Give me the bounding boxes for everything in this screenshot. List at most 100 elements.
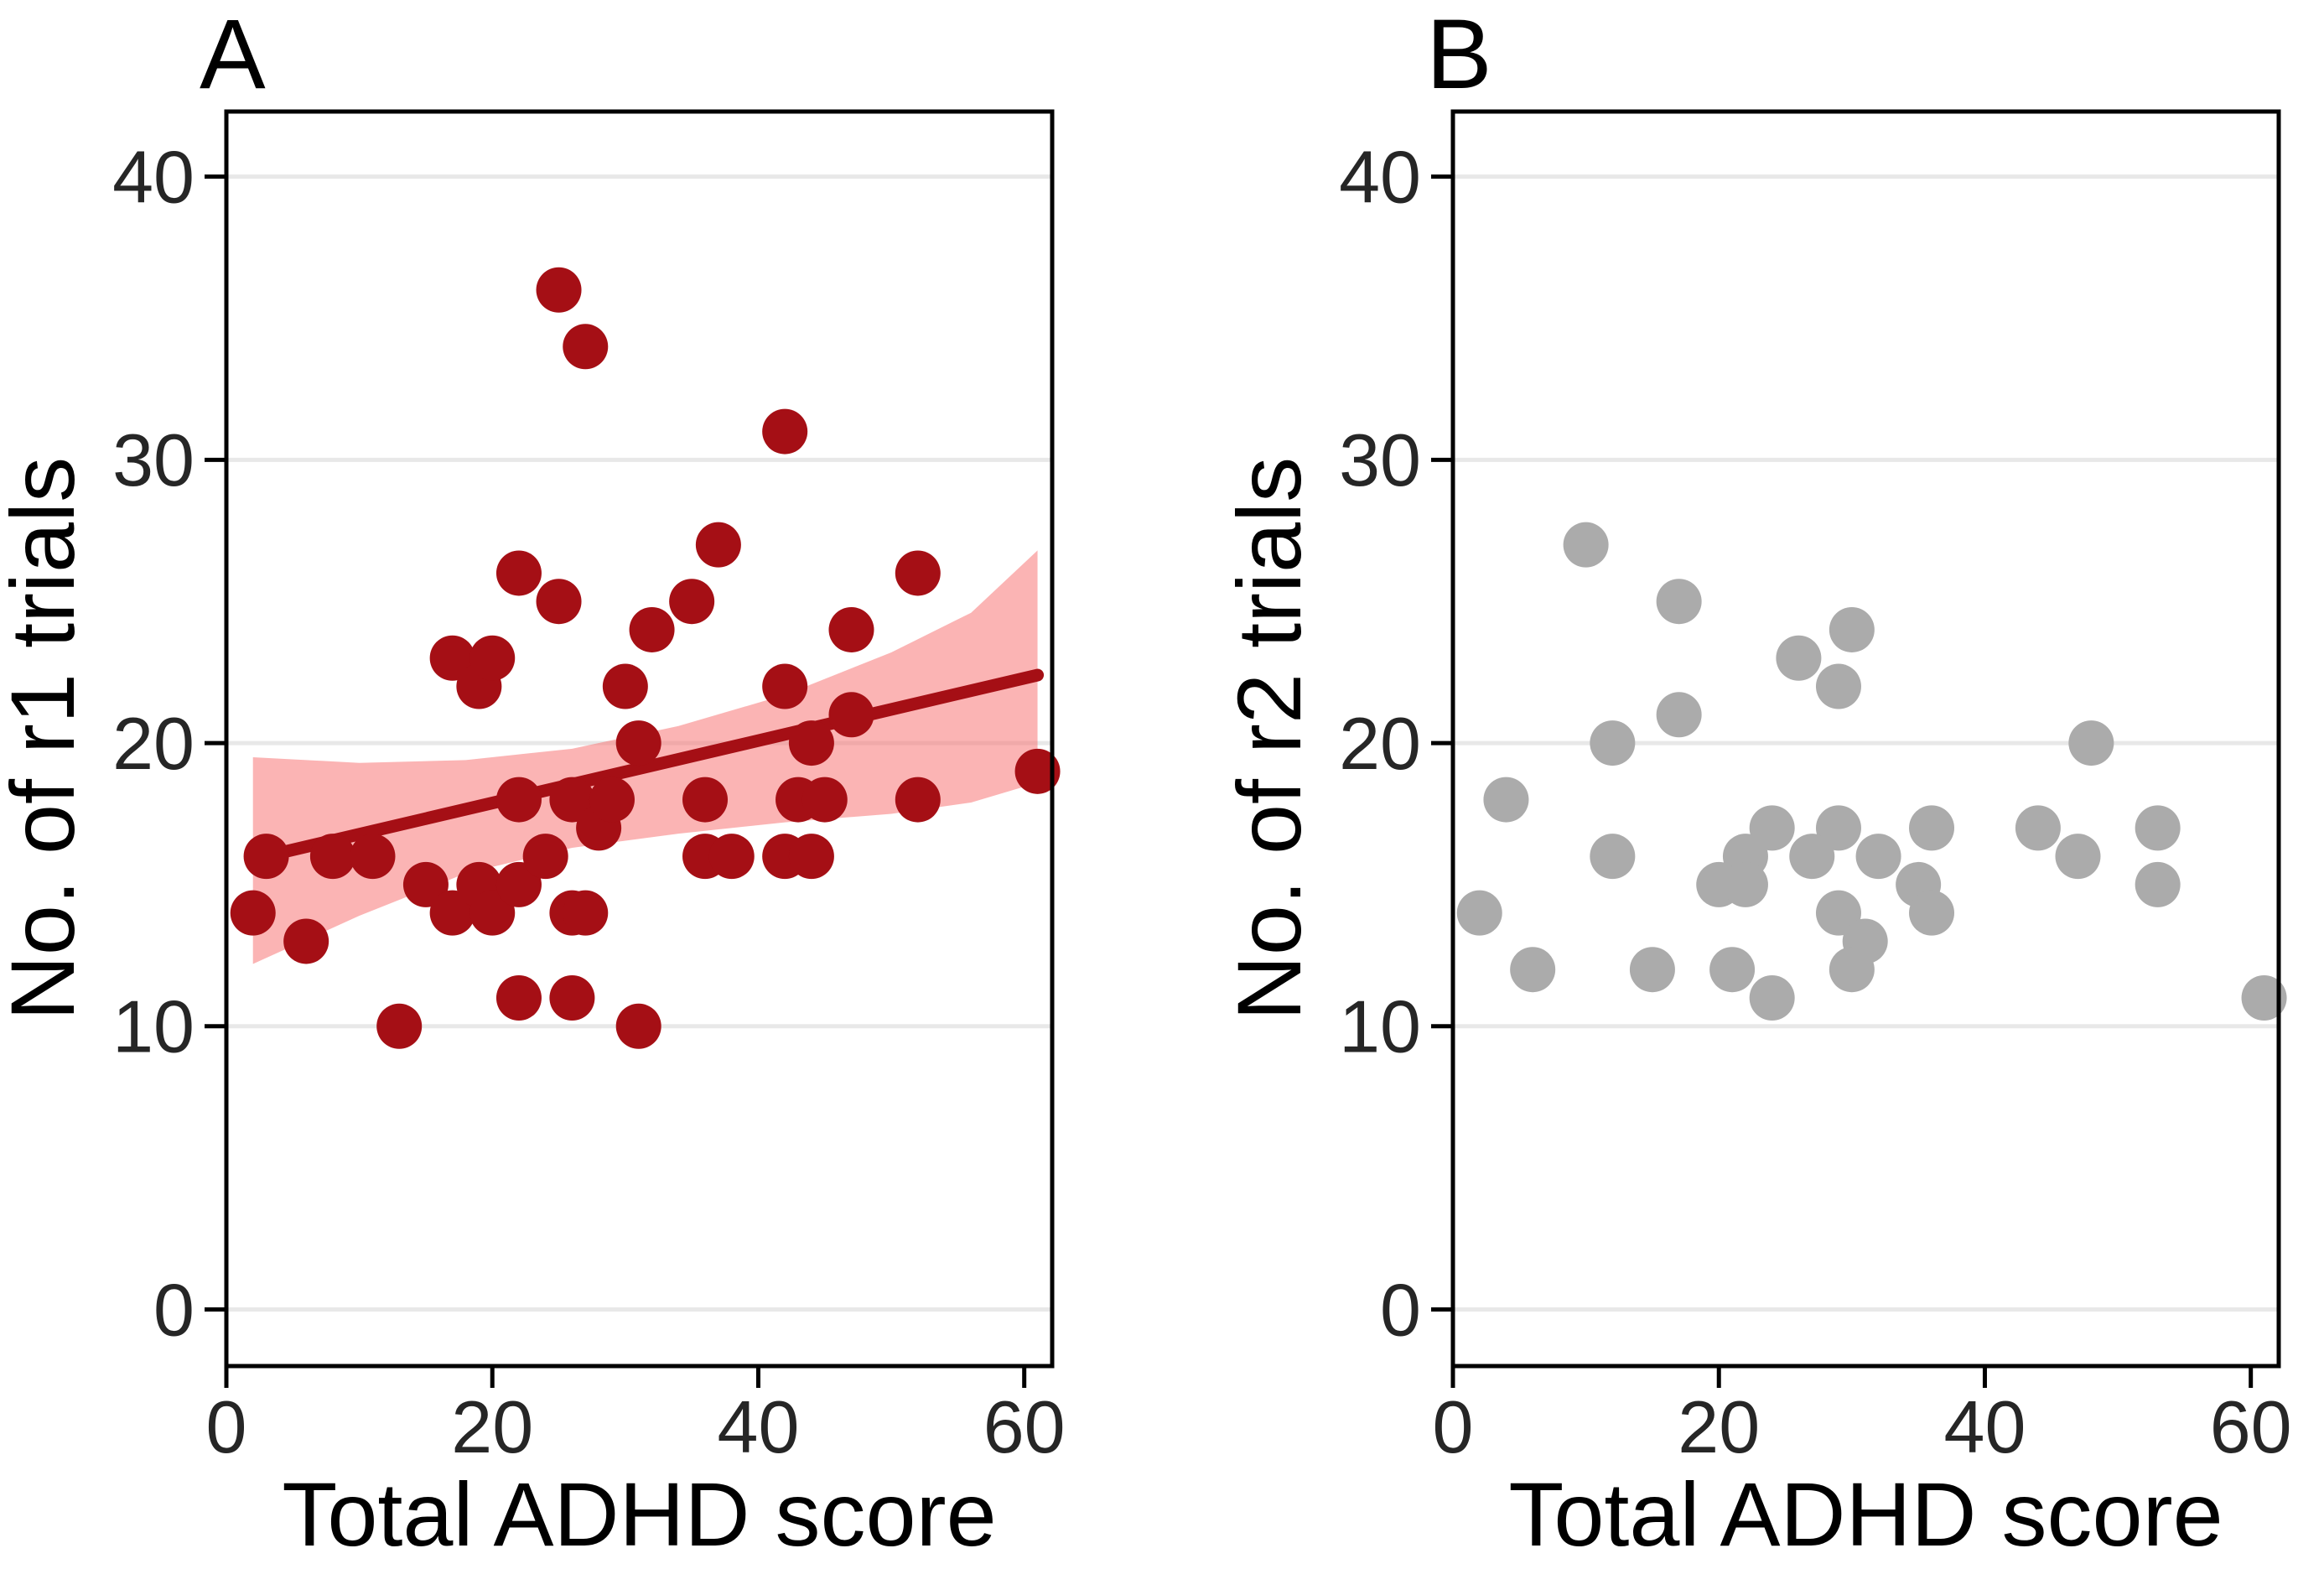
data-point: [1629, 947, 1675, 993]
data-point: [1483, 777, 1529, 823]
data-point: [536, 579, 582, 625]
data-point: [495, 861, 542, 907]
data-point: [549, 777, 595, 823]
data-point: [230, 890, 276, 936]
data-point: [1829, 606, 1875, 652]
data-point: [495, 550, 542, 596]
data-point: [1510, 947, 1556, 993]
data-point: [669, 579, 715, 625]
data-point: [549, 974, 595, 1021]
data-point: [1590, 834, 1636, 880]
data-point: [682, 777, 729, 823]
y-axis-tick-label: 10: [112, 985, 195, 1068]
data-point: [1815, 890, 1861, 936]
data-point: [1749, 805, 1795, 851]
y-axis-tick-label: 30: [1339, 418, 1421, 501]
data-point: [2068, 720, 2114, 766]
data-point: [801, 777, 848, 823]
data-point: [762, 663, 808, 709]
x-axis-tick-label: 0: [206, 1385, 247, 1468]
data-point: [629, 606, 675, 652]
data-point: [1656, 579, 1702, 625]
data-point: [1776, 635, 1822, 681]
x-axis-tick-label: 60: [2210, 1385, 2292, 1468]
data-point: [828, 692, 874, 738]
data-point: [895, 550, 941, 596]
data-point: [1709, 947, 1756, 993]
data-point: [1855, 834, 1901, 880]
x-axis-tick-label: 60: [983, 1385, 1066, 1468]
x-axis-title: Total ADHD score: [282, 1463, 996, 1565]
data-point: [1014, 748, 1061, 794]
data-point: [828, 606, 874, 652]
data-point: [283, 918, 329, 964]
y-axis-tick-label: 20: [112, 702, 195, 785]
y-axis-tick-label: 30: [112, 418, 195, 501]
data-point: [536, 267, 582, 313]
y-axis-title: No. of r2 trials: [1218, 457, 1320, 1021]
x-axis-tick-label: 40: [1944, 1385, 2026, 1468]
data-point: [243, 834, 289, 880]
data-point: [1815, 805, 1861, 851]
data-point: [788, 720, 834, 766]
x-axis-tick-label: 20: [451, 1385, 533, 1468]
y-axis-tick-label: 20: [1339, 702, 1421, 785]
data-point: [2135, 861, 2181, 907]
data-point: [602, 663, 648, 709]
data-point: [615, 1003, 661, 1049]
panel-tag-label: B: [1426, 0, 1492, 110]
data-point: [429, 890, 475, 936]
data-point: [1829, 947, 1875, 993]
data-point: [1789, 834, 1835, 880]
data-point: [695, 522, 741, 568]
data-point: [762, 408, 808, 455]
data-point: [2015, 805, 2061, 851]
data-point: [495, 974, 542, 1021]
panel-border: [1450, 109, 2281, 1369]
data-point: [563, 324, 609, 370]
x-axis-tick-label: 0: [1433, 1385, 1474, 1468]
data-point: [402, 861, 449, 907]
data-point: [1815, 663, 1861, 709]
data-point: [1456, 890, 1502, 936]
x-axis-title: Total ADHD score: [1508, 1463, 2223, 1565]
data-point: [495, 777, 542, 823]
data-point: [376, 1003, 423, 1049]
data-point: [522, 834, 568, 880]
data-point: [1563, 522, 1609, 568]
data-point: [895, 777, 941, 823]
data-point: [2241, 974, 2287, 1021]
data-point: [615, 720, 661, 766]
data-point: [429, 635, 475, 681]
y-axis-title: No. of r1 trials: [0, 457, 93, 1021]
panel-tag-label: A: [200, 0, 266, 110]
data-point: [2055, 834, 2101, 880]
data-point: [469, 890, 516, 936]
y-axis-tick-label: 0: [1380, 1268, 1421, 1351]
data-point: [563, 890, 609, 936]
data-point: [708, 834, 755, 880]
data-point: [1749, 974, 1795, 1021]
data-point: [1909, 890, 1955, 936]
x-axis-tick-label: 20: [1678, 1385, 1760, 1468]
data-point: [589, 777, 635, 823]
data-point: [1722, 861, 1768, 907]
data-point: [309, 834, 355, 880]
panel-border: [224, 109, 1055, 1369]
data-point: [1590, 720, 1636, 766]
regression-line: [246, 668, 1045, 866]
y-axis-tick-label: 40: [1339, 135, 1421, 218]
data-point: [350, 834, 396, 880]
data-point: [2135, 805, 2181, 851]
data-point: [469, 635, 516, 681]
data-point: [788, 834, 834, 880]
y-axis-tick-label: 0: [153, 1268, 195, 1351]
data-point: [1909, 805, 1955, 851]
x-axis-tick-label: 40: [718, 1385, 800, 1468]
y-axis-tick-label: 40: [112, 135, 195, 218]
y-axis-tick-label: 10: [1339, 985, 1421, 1068]
